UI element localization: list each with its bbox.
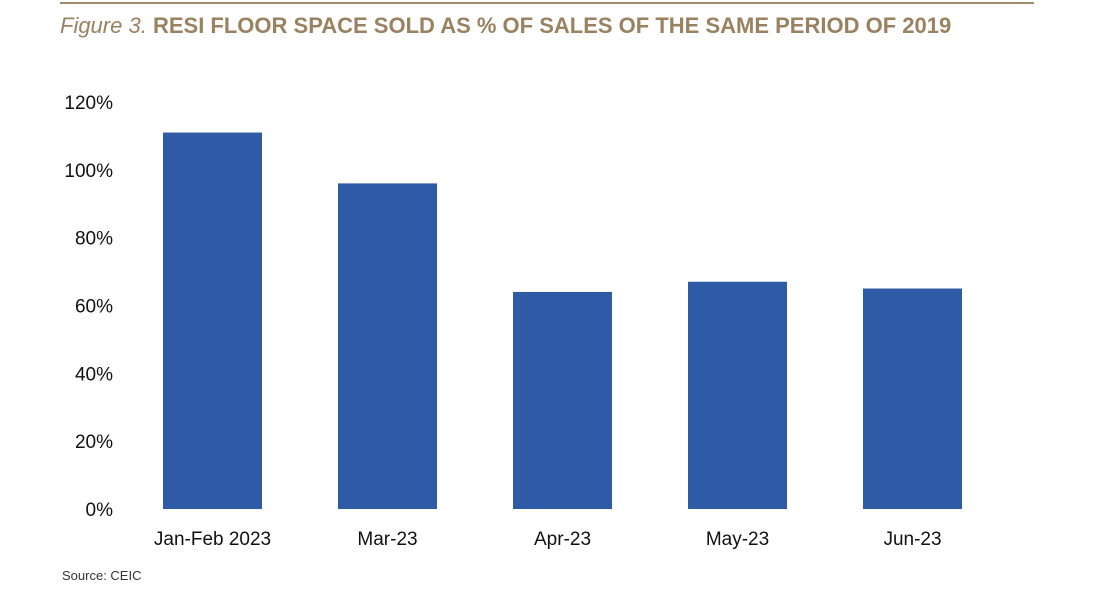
y-axis: 0% 20% 40% 60% 80% 100% 120% bbox=[64, 93, 113, 521]
y-tick-label: 100% bbox=[64, 161, 113, 182]
bar bbox=[688, 281, 787, 509]
y-tick-label: 60% bbox=[75, 297, 113, 318]
y-tick-label: 80% bbox=[75, 229, 113, 250]
bar bbox=[863, 288, 962, 509]
y-tick-label: 0% bbox=[86, 500, 114, 521]
x-axis: Jan-Feb 2023 Mar-23 Apr-23 May-23 Jun-23 bbox=[154, 529, 942, 550]
y-tick-label: 40% bbox=[75, 364, 113, 385]
source-note: Source: CEIC bbox=[62, 568, 142, 583]
figure-number: Figure 3. bbox=[60, 13, 147, 38]
y-tick-label: 120% bbox=[64, 93, 113, 114]
x-tick-label: Jan-Feb 2023 bbox=[154, 529, 271, 550]
x-tick-label: May-23 bbox=[706, 529, 769, 550]
top-rule bbox=[60, 2, 1034, 4]
bar bbox=[163, 132, 262, 509]
bar-chart: 0% 20% 40% 60% 80% 100% 120% Jan-Feb 2023 Mar-2… bbox=[64, 93, 962, 550]
x-tick-label: Apr-23 bbox=[534, 529, 591, 550]
figure-title-text: RESI FLOOR SPACE SOLD AS % OF SALES OF T… bbox=[152, 13, 952, 38]
figure-title: Figure 3. RESI FLOOR SPACE SOLD AS % OF … bbox=[60, 12, 1060, 40]
bars bbox=[163, 132, 962, 509]
bar bbox=[338, 183, 437, 509]
x-tick-label: Jun-23 bbox=[883, 529, 941, 550]
y-tick-label: 20% bbox=[75, 432, 113, 453]
bar bbox=[513, 291, 612, 509]
x-tick-label: Mar-23 bbox=[357, 529, 417, 550]
